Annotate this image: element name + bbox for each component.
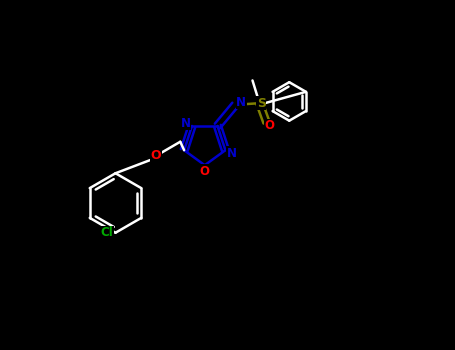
- Text: O: O: [200, 165, 210, 178]
- Text: N: N: [181, 117, 191, 130]
- Text: S: S: [257, 97, 266, 110]
- Text: O: O: [151, 149, 161, 162]
- Text: Cl: Cl: [101, 226, 113, 239]
- Text: O: O: [264, 119, 274, 132]
- Text: N: N: [227, 147, 237, 160]
- Text: N: N: [236, 96, 246, 108]
